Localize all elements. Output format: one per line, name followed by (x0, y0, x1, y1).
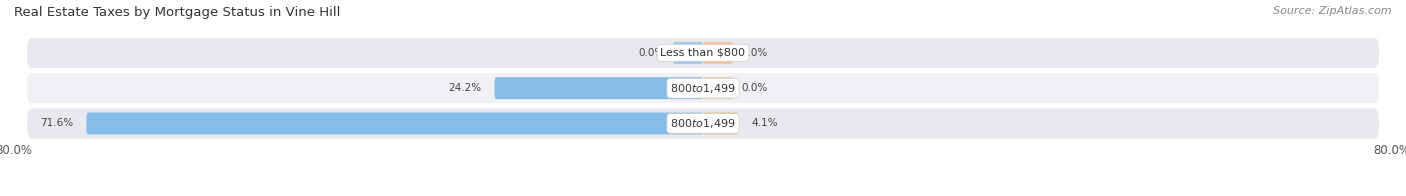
FancyBboxPatch shape (703, 42, 733, 64)
Text: $800 to $1,499: $800 to $1,499 (671, 82, 735, 95)
FancyBboxPatch shape (673, 42, 703, 64)
Text: $800 to $1,499: $800 to $1,499 (671, 117, 735, 130)
FancyBboxPatch shape (703, 77, 733, 99)
Text: 24.2%: 24.2% (449, 83, 482, 93)
Text: Real Estate Taxes by Mortgage Status in Vine Hill: Real Estate Taxes by Mortgage Status in … (14, 6, 340, 19)
Text: 71.6%: 71.6% (41, 118, 73, 129)
Text: 0.0%: 0.0% (742, 83, 768, 93)
Text: 0.0%: 0.0% (638, 48, 664, 58)
Text: 4.1%: 4.1% (751, 118, 778, 129)
FancyBboxPatch shape (703, 113, 738, 134)
FancyBboxPatch shape (27, 109, 1379, 138)
FancyBboxPatch shape (27, 73, 1379, 103)
FancyBboxPatch shape (495, 77, 703, 99)
Text: 0.0%: 0.0% (742, 48, 768, 58)
Text: Source: ZipAtlas.com: Source: ZipAtlas.com (1274, 6, 1392, 16)
FancyBboxPatch shape (27, 38, 1379, 68)
FancyBboxPatch shape (86, 113, 703, 134)
Text: Less than $800: Less than $800 (661, 48, 745, 58)
